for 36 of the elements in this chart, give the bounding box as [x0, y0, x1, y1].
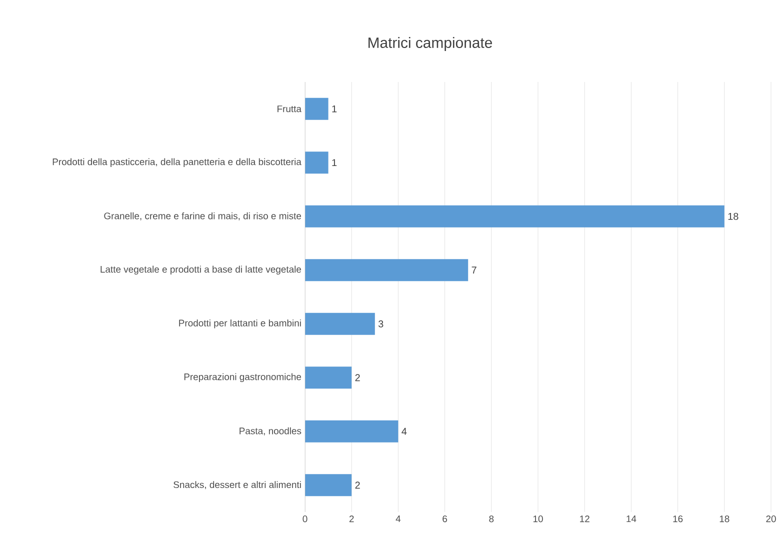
data-label: 2 — [355, 482, 360, 489]
x-tick-label: 0 — [302, 516, 308, 522]
bar — [305, 366, 352, 389]
data-label: 7 — [472, 266, 476, 274]
y-tick-label: Snacks, dessert e altri alimenti — [174, 481, 301, 490]
x-tick-label: 10 — [533, 516, 543, 522]
bar — [305, 98, 328, 120]
x-tick-label: 14 — [626, 516, 636, 522]
y-tick-label: Granelle, creme e farine di mais, di riso e miste — [104, 212, 302, 220]
x-tick-label: 8 — [489, 516, 494, 522]
data-label: 1 — [332, 105, 337, 112]
y-tick-label: Latte vegetale e prodotti a base di latte vegetale — [100, 266, 302, 275]
x-tick-label: 4 — [396, 516, 401, 522]
x-tick-label: 18 — [720, 516, 730, 522]
x-tick-label: 2 — [349, 516, 354, 522]
x-tick-label: 20 — [766, 516, 776, 522]
bar — [305, 420, 398, 442]
data-label: 2 — [355, 374, 360, 382]
data-label: 1 — [332, 159, 337, 166]
y-tick-label: Prodotti della pasticceria, della panetteria e della biscotteria — [52, 158, 302, 168]
y-tick-label: Frutta — [278, 106, 302, 112]
y-tick-label: Pasta, noodles — [240, 427, 302, 436]
y-tick-label: Prodotti per lattanti e bambini — [179, 319, 301, 328]
x-tick-label: 12 — [580, 516, 590, 522]
data-label: 18 — [728, 212, 738, 220]
data-label: 4 — [402, 428, 407, 435]
bar — [305, 205, 724, 228]
data-label: 3 — [378, 320, 384, 328]
bar — [305, 474, 352, 496]
bar — [305, 312, 375, 335]
bar — [305, 152, 328, 174]
y-tick-label: Preparazioni gastronomiche — [184, 373, 302, 382]
x-tick-label: 6 — [442, 516, 448, 522]
x-tick-label: 16 — [673, 516, 683, 522]
bar — [305, 259, 468, 282]
chart-title: Matrici campionate — [368, 37, 492, 51]
